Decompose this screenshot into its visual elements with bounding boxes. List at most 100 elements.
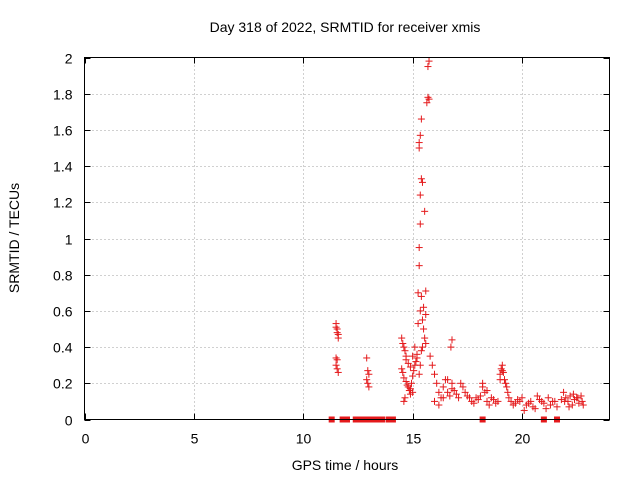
data-point xyxy=(412,358,420,366)
data-point xyxy=(568,401,576,409)
data-point xyxy=(431,370,438,378)
data-point xyxy=(435,388,443,396)
data-point xyxy=(332,354,340,362)
data-point xyxy=(416,131,424,139)
data-point xyxy=(447,343,455,351)
data-point xyxy=(426,352,434,360)
data-point xyxy=(444,388,452,396)
data-point xyxy=(444,376,452,384)
data-point xyxy=(421,334,429,342)
data-point xyxy=(405,387,413,395)
data-point xyxy=(496,376,504,384)
data-point xyxy=(446,392,454,400)
data-point xyxy=(403,381,411,389)
data-point xyxy=(415,262,423,270)
data-point xyxy=(416,191,424,199)
data-point xyxy=(483,397,491,405)
x-axis-label: GPS time / hours xyxy=(292,457,399,473)
data-point xyxy=(400,343,408,351)
data-point xyxy=(411,343,419,351)
data-point xyxy=(334,368,342,376)
plot-frame xyxy=(84,57,610,420)
data-point xyxy=(400,374,408,382)
data-point xyxy=(457,379,465,387)
data-point xyxy=(542,405,550,413)
axis-ticks xyxy=(84,57,610,421)
data-point xyxy=(579,401,587,409)
data-point xyxy=(416,307,424,315)
data-point xyxy=(494,397,502,405)
data-point xyxy=(363,376,371,384)
data-point xyxy=(424,93,432,101)
data-point xyxy=(533,392,541,400)
data-point xyxy=(499,368,507,376)
data-point xyxy=(551,397,559,405)
data-point xyxy=(505,394,513,402)
y-tick-label: 0 xyxy=(65,413,73,429)
x-tick-label: 10 xyxy=(296,431,312,447)
data-point xyxy=(402,356,410,364)
data-point xyxy=(399,339,407,347)
y-tick-label: 1.8 xyxy=(53,87,73,103)
data-point xyxy=(398,365,406,373)
data-point xyxy=(401,347,409,355)
data-point xyxy=(363,354,371,362)
data-point xyxy=(414,289,422,297)
data-point xyxy=(566,392,574,400)
data-point xyxy=(333,365,341,373)
y-tick-label: 1 xyxy=(65,232,73,248)
data-point xyxy=(409,388,417,396)
data-point xyxy=(420,325,428,333)
data-point xyxy=(546,401,554,409)
data-point xyxy=(409,372,417,380)
data-point xyxy=(431,397,438,405)
data-point xyxy=(470,399,478,407)
data-point xyxy=(333,356,341,364)
data-point xyxy=(417,175,425,183)
data-point xyxy=(398,334,406,342)
data-point xyxy=(479,379,487,387)
data-point xyxy=(422,339,430,347)
data-point xyxy=(417,292,425,300)
y-tick-label: 1.2 xyxy=(53,195,73,211)
data-point xyxy=(435,401,443,409)
data-point xyxy=(415,370,423,378)
data-point xyxy=(399,368,407,376)
data-point xyxy=(565,403,573,411)
data-point xyxy=(490,396,498,404)
data-point xyxy=(408,379,416,387)
grid-lines xyxy=(84,57,610,420)
y-tick-label: 2 xyxy=(65,51,73,67)
data-point xyxy=(414,320,422,328)
data-point xyxy=(544,394,552,402)
data-point xyxy=(557,396,565,404)
data-point xyxy=(503,383,511,391)
y-tick-label: 0.6 xyxy=(53,304,73,320)
data-point xyxy=(504,388,512,396)
data-point xyxy=(518,394,526,402)
y-tick-label: 0.4 xyxy=(53,340,73,356)
y-tick-labels: 0 0.2 0.4 0.6 0.8 1 1.2 1.4 1.6 1.8 2 xyxy=(53,51,73,429)
data-point xyxy=(497,365,505,373)
data-point xyxy=(507,397,515,405)
data-point xyxy=(417,115,425,123)
data-point xyxy=(410,367,418,375)
data-point xyxy=(553,403,561,411)
data-point xyxy=(420,303,428,311)
data-point xyxy=(459,383,467,391)
data-point xyxy=(333,329,341,337)
data-point xyxy=(485,401,493,409)
data-point xyxy=(422,311,430,319)
data-point xyxy=(574,394,582,402)
data-point xyxy=(439,394,447,402)
data-point xyxy=(364,367,372,375)
data-point xyxy=(415,244,423,252)
x-tick-label: 15 xyxy=(406,431,422,447)
data-point xyxy=(466,394,473,402)
x-tick-label: 20 xyxy=(515,431,531,447)
y-tick-label: 0.8 xyxy=(53,268,73,284)
data-point xyxy=(425,95,433,103)
y-axis-label: SRMTID / TECUs xyxy=(6,183,22,293)
